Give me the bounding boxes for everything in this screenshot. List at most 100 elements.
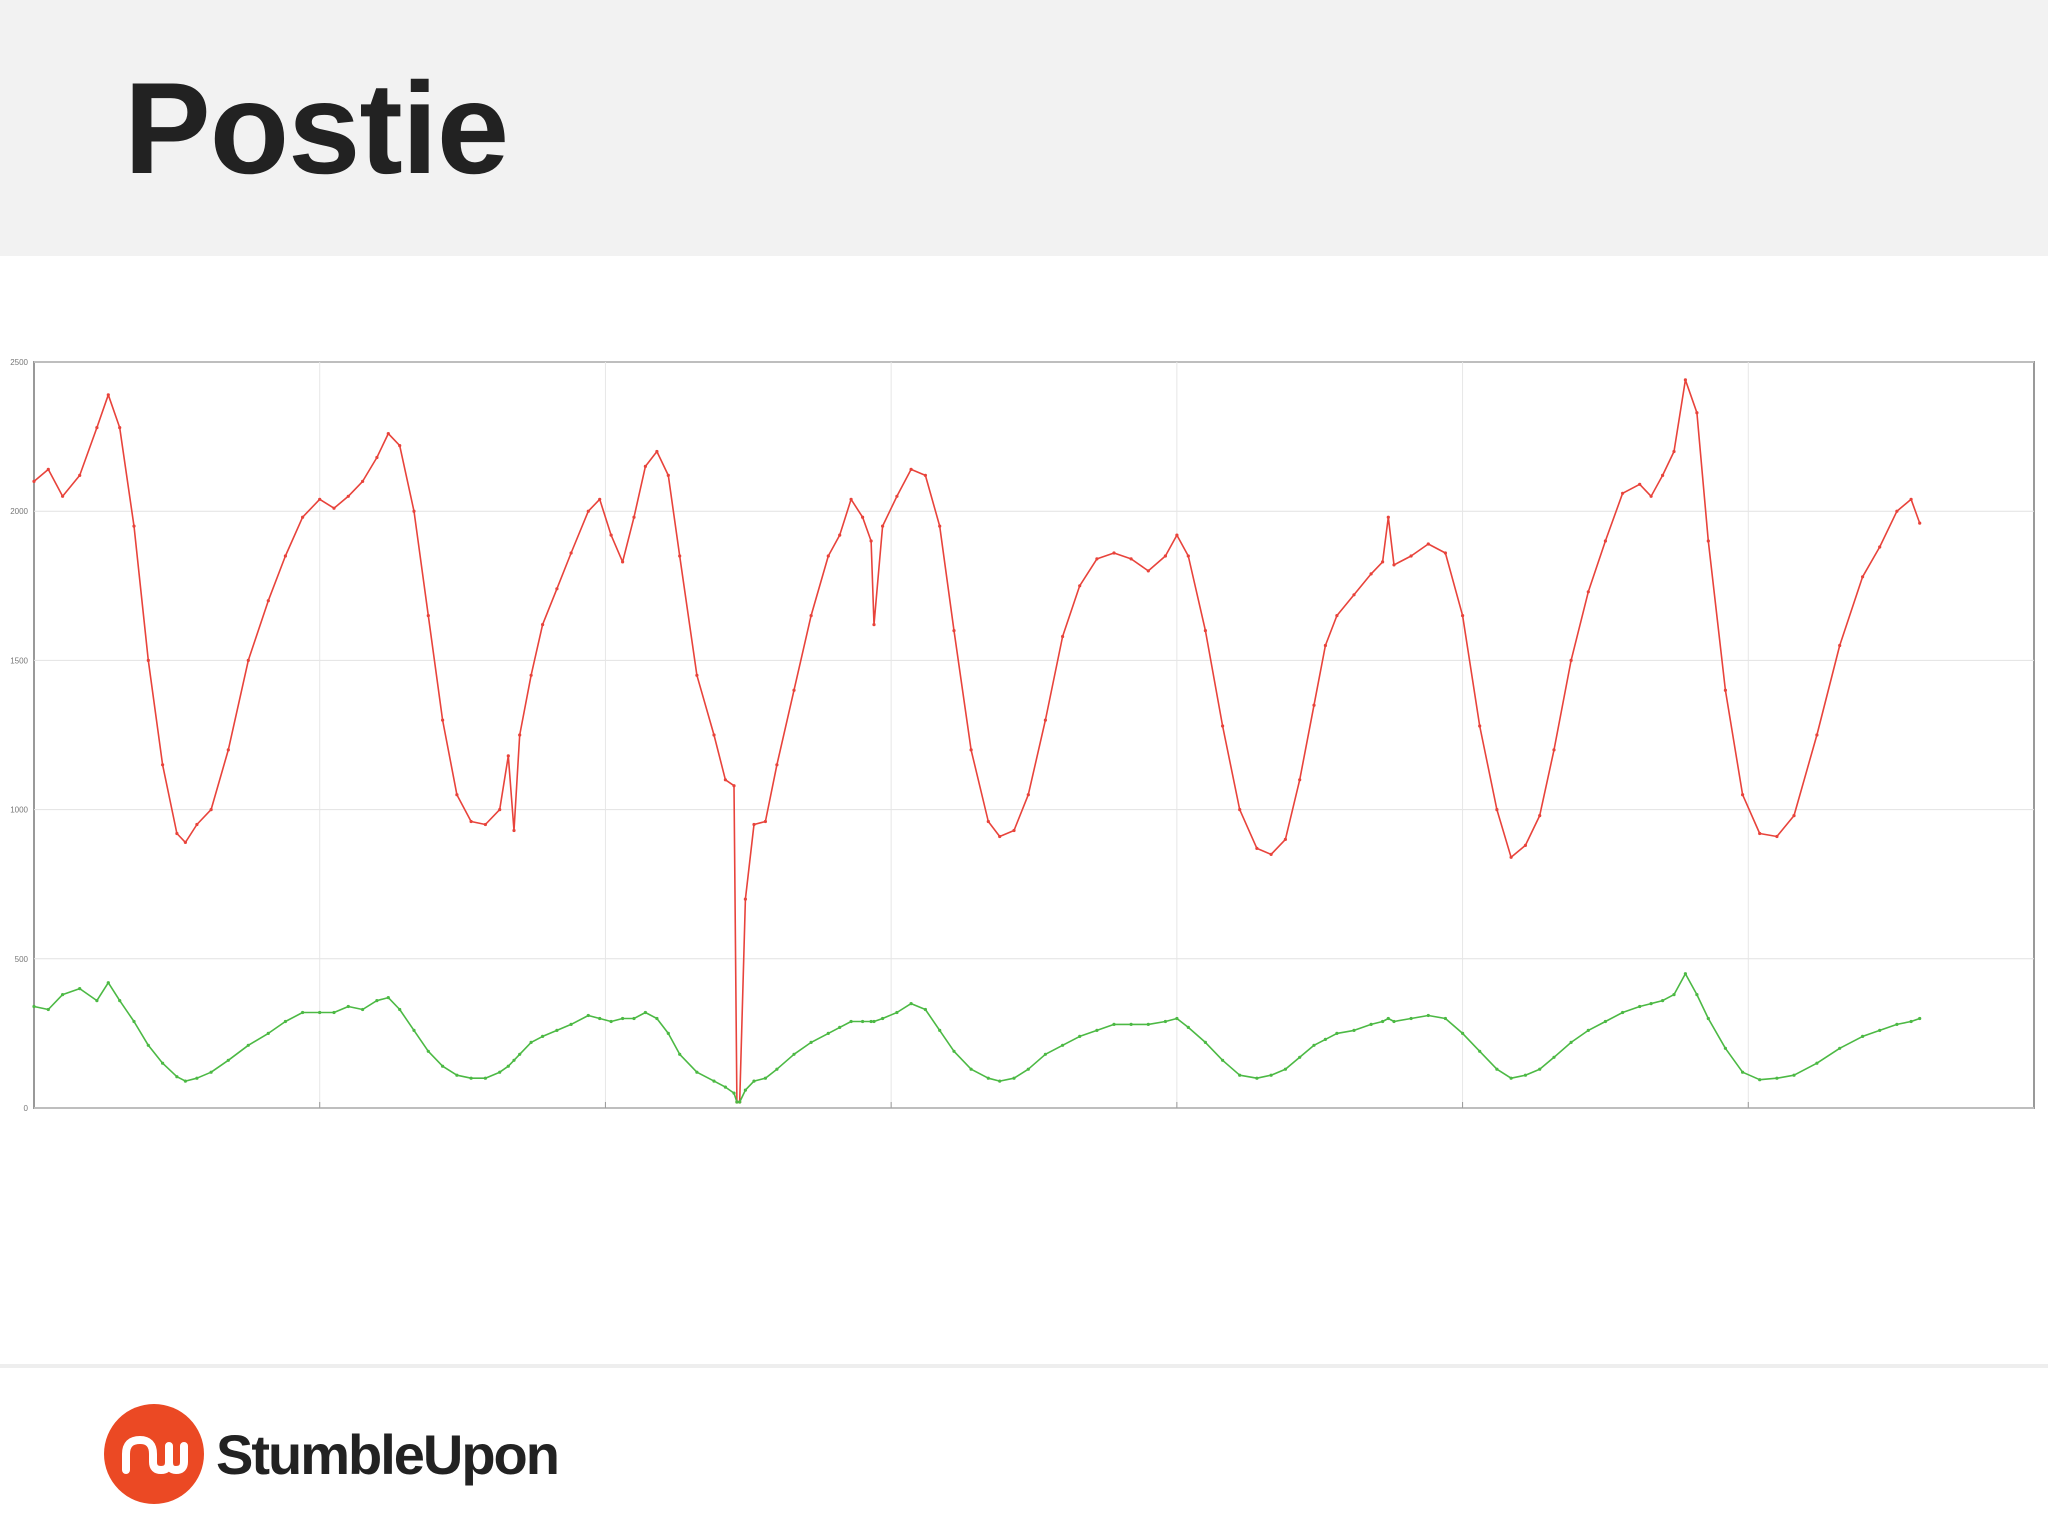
- series-point-1: [1775, 834, 1779, 839]
- series-point-2: [792, 1052, 796, 1056]
- series-point-2: [441, 1064, 445, 1068]
- series-point-2: [1461, 1031, 1465, 1035]
- series-point-2: [1649, 1002, 1653, 1006]
- series-point-1: [678, 554, 682, 558]
- series-point-1: [1621, 491, 1625, 495]
- series-point-2: [506, 1064, 510, 1068]
- series-point-1: [998, 834, 1002, 839]
- series-point-2: [598, 1016, 602, 1021]
- series-point-2: [132, 1019, 136, 1024]
- series-point-1: [1221, 724, 1225, 728]
- series-point-2: [46, 1007, 50, 1012]
- series-point-1: [1012, 828, 1016, 833]
- series-point-2: [1175, 1016, 1179, 1021]
- series-point-2: [1129, 1022, 1133, 1026]
- series-point-1: [1061, 634, 1065, 639]
- series-point-1: [61, 494, 65, 498]
- series-point-2: [655, 1016, 659, 1021]
- series-point-2: [1552, 1055, 1556, 1059]
- series-point-1: [569, 551, 573, 555]
- series-line-1: [33, 379, 1921, 1103]
- series-point-1: [195, 822, 199, 827]
- series-point-1: [283, 554, 287, 558]
- series-point-1: [923, 473, 928, 477]
- series-point-2: [712, 1079, 716, 1083]
- series-point-2: [455, 1073, 459, 1077]
- series-point-1: [1661, 473, 1665, 477]
- series-point-2: [1775, 1076, 1779, 1080]
- line-chart-svg: 0 500 1000 1500 2000 2500: [10, 358, 2035, 1113]
- series-point-1: [1478, 724, 1482, 728]
- series-point-1: [32, 479, 36, 483]
- series-point-2: [909, 1002, 913, 1006]
- series-point-2: [1283, 1067, 1287, 1071]
- series-point-2: [1221, 1058, 1225, 1062]
- series-point-2: [1861, 1034, 1865, 1038]
- series-point-1: [498, 808, 502, 812]
- series-point-1: [895, 494, 899, 498]
- series-point-2: [1323, 1037, 1327, 1041]
- series-point-2: [361, 1007, 365, 1012]
- series-point-1: [1443, 551, 1447, 555]
- series-point-2: [643, 1010, 648, 1015]
- series-point-2: [518, 1052, 522, 1056]
- series-point-2: [209, 1070, 213, 1074]
- series-point-2: [1163, 1019, 1167, 1024]
- series-point-2: [1621, 1010, 1625, 1015]
- series-point-1: [872, 623, 876, 627]
- series-point-1: [441, 718, 445, 722]
- series-point-2: [678, 1052, 682, 1056]
- series-point-2: [1392, 1019, 1396, 1024]
- series-point-2: [1706, 1016, 1710, 1021]
- series-point-2: [809, 1040, 813, 1044]
- series-point-1: [1792, 814, 1796, 818]
- series-point-1: [1895, 509, 1899, 513]
- series-point-1: [1672, 449, 1676, 454]
- series-point-2: [1895, 1022, 1899, 1026]
- series-point-1: [266, 599, 270, 603]
- series-point-1: [118, 426, 122, 430]
- series-point-1: [209, 808, 213, 812]
- series-point-2: [246, 1043, 250, 1047]
- series-point-2: [1269, 1073, 1273, 1077]
- series-point-1: [838, 533, 842, 537]
- series-point-2: [1026, 1067, 1030, 1071]
- series-point-1: [861, 515, 865, 519]
- series-point-1: [1523, 843, 1527, 847]
- series-point-2: [175, 1075, 179, 1079]
- series-point-2: [1203, 1040, 1207, 1044]
- series-point-1: [506, 754, 510, 758]
- series-point-2: [1661, 999, 1665, 1003]
- series-point-1: [695, 673, 699, 677]
- series-point-2: [32, 1004, 36, 1009]
- series-point-1: [1312, 703, 1316, 707]
- series-point-1: [529, 673, 533, 677]
- series-point-1: [952, 629, 956, 633]
- series-point-1: [869, 539, 873, 543]
- series-point-2: [1335, 1031, 1339, 1035]
- series-point-2: [1695, 993, 1699, 997]
- series-point-1: [723, 778, 728, 782]
- series-point-2: [283, 1019, 287, 1024]
- slide-title: Postie: [124, 55, 509, 201]
- series-point-2: [529, 1040, 533, 1044]
- series-point-1: [598, 497, 602, 501]
- series-point-1: [161, 763, 165, 767]
- series-point-2: [1758, 1078, 1762, 1082]
- series-point-1: [1649, 494, 1653, 498]
- series-point-2: [1186, 1025, 1190, 1029]
- series-point-2: [555, 1028, 559, 1032]
- series-point-1: [1369, 572, 1373, 576]
- series-point-1: [621, 560, 625, 564]
- series-point-1: [541, 623, 545, 627]
- series-point-1: [183, 840, 187, 844]
- series-point-1: [1741, 793, 1745, 797]
- brand-name: StumbleUpon: [216, 1423, 560, 1486]
- series-point-1: [1695, 411, 1699, 415]
- series-line-2: [33, 972, 1920, 1103]
- series-point-2: [146, 1043, 150, 1047]
- series-point-2: [375, 999, 379, 1003]
- footer-divider: [0, 1364, 2048, 1368]
- series-point-2: [1312, 1043, 1316, 1047]
- series-point-2: [569, 1022, 573, 1026]
